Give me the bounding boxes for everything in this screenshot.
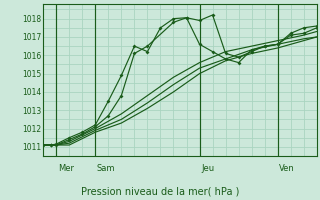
Text: Mer: Mer bbox=[58, 164, 74, 173]
Text: Sam: Sam bbox=[97, 164, 116, 173]
Text: Ven: Ven bbox=[279, 164, 295, 173]
Text: Pression niveau de la mer( hPa ): Pression niveau de la mer( hPa ) bbox=[81, 186, 239, 196]
Text: Jeu: Jeu bbox=[201, 164, 214, 173]
